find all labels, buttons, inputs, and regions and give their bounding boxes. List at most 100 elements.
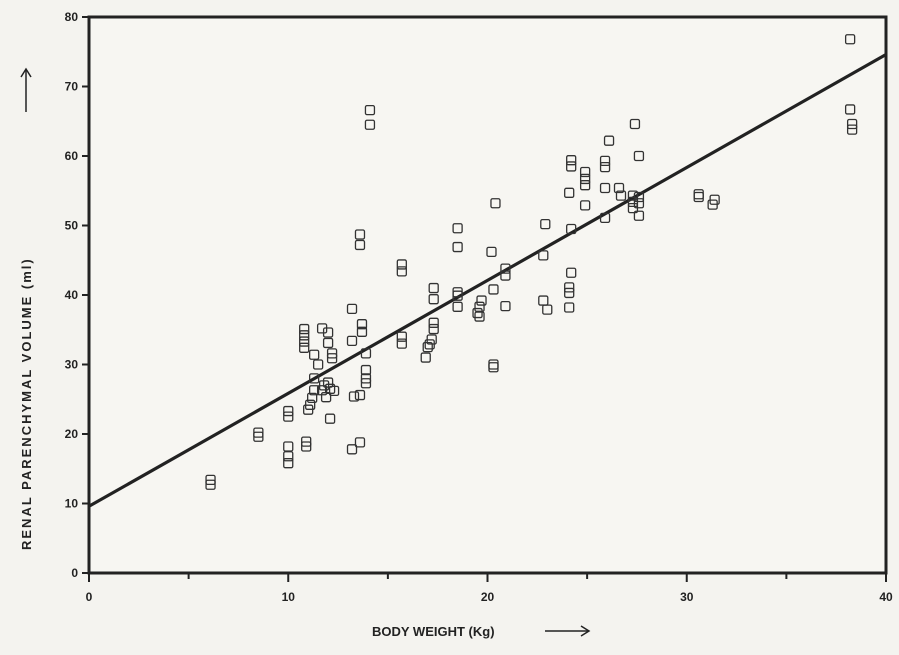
data-point bbox=[283, 451, 294, 462]
data-point bbox=[309, 349, 320, 360]
data-point bbox=[328, 385, 340, 397]
y-tick-label: 50 bbox=[65, 219, 79, 233]
y-axis-label: RENAL PARENCHYMAL VOLUME (ml) bbox=[19, 257, 34, 550]
data-point bbox=[633, 198, 645, 209]
data-point bbox=[579, 173, 591, 185]
data-point bbox=[633, 210, 645, 221]
data-point bbox=[566, 267, 577, 278]
data-point bbox=[299, 342, 310, 353]
data-point bbox=[599, 155, 611, 167]
y-axis-ticks: 0 10 20 30 40 50 60 70 80 bbox=[65, 10, 89, 580]
data-point bbox=[301, 436, 312, 447]
y-tick-label: 20 bbox=[65, 427, 79, 441]
data-point bbox=[500, 300, 511, 312]
data-point bbox=[599, 182, 611, 194]
x-tick-label: 20 bbox=[481, 590, 495, 604]
data-points bbox=[205, 34, 858, 490]
x-axis-label: BODY WEIGHT (Kg) bbox=[372, 624, 495, 639]
data-point bbox=[613, 182, 625, 194]
data-point bbox=[283, 411, 294, 422]
data-point bbox=[360, 373, 372, 384]
data-point bbox=[354, 229, 366, 240]
y-tick-label: 0 bbox=[71, 566, 78, 580]
data-point bbox=[253, 427, 264, 438]
y-tick-label: 70 bbox=[65, 80, 79, 94]
y-tick-label: 60 bbox=[65, 149, 79, 163]
x-axis-ticks: 0 10 20 30 40 bbox=[86, 573, 893, 604]
data-point bbox=[452, 223, 463, 234]
data-point bbox=[542, 304, 553, 315]
data-point bbox=[324, 413, 336, 424]
data-point bbox=[299, 330, 310, 341]
data-point bbox=[396, 331, 407, 342]
data-point bbox=[486, 246, 497, 258]
data-point bbox=[566, 223, 577, 235]
y-tick-label: 80 bbox=[65, 10, 79, 24]
data-point bbox=[307, 392, 318, 404]
data-point bbox=[846, 124, 858, 135]
data-point bbox=[360, 348, 372, 359]
data-point bbox=[301, 441, 312, 452]
y-tick-label: 40 bbox=[65, 288, 79, 302]
data-point bbox=[396, 266, 407, 277]
data-point bbox=[488, 284, 499, 295]
data-point bbox=[566, 155, 577, 166]
data-point bbox=[205, 479, 216, 490]
data-point bbox=[538, 250, 549, 261]
x-tick-label: 0 bbox=[86, 590, 93, 604]
data-point bbox=[693, 189, 704, 200]
x-tick-label: 40 bbox=[879, 590, 893, 604]
data-point bbox=[566, 161, 577, 172]
data-point bbox=[283, 405, 294, 417]
data-point bbox=[633, 191, 645, 203]
data-point bbox=[348, 391, 360, 402]
data-point bbox=[846, 118, 858, 130]
data-point bbox=[309, 373, 320, 384]
data-point bbox=[428, 317, 439, 328]
data-point bbox=[474, 311, 485, 322]
data-point bbox=[564, 282, 575, 293]
data-point bbox=[709, 194, 720, 205]
data-point bbox=[322, 327, 334, 338]
data-point bbox=[356, 326, 368, 337]
data-point bbox=[205, 474, 216, 486]
data-point bbox=[564, 287, 575, 299]
data-point bbox=[472, 307, 483, 319]
y-tick-label: 30 bbox=[65, 358, 79, 372]
data-point bbox=[396, 259, 407, 270]
data-point bbox=[364, 119, 376, 130]
data-point bbox=[452, 287, 463, 298]
data-point bbox=[476, 295, 487, 306]
data-point bbox=[599, 212, 611, 224]
data-point bbox=[500, 263, 511, 274]
data-point bbox=[356, 319, 368, 330]
data-point bbox=[579, 180, 591, 191]
data-point bbox=[305, 399, 316, 410]
data-point bbox=[312, 359, 324, 370]
data-point bbox=[299, 323, 310, 335]
data-point bbox=[428, 294, 439, 305]
data-point bbox=[500, 270, 511, 281]
y-tick-label: 10 bbox=[65, 497, 79, 511]
data-point bbox=[474, 301, 485, 312]
data-point bbox=[322, 337, 334, 349]
y-axis-arrow-head bbox=[20, 67, 32, 78]
data-point bbox=[579, 166, 591, 178]
data-point bbox=[420, 352, 431, 363]
data-point bbox=[283, 441, 294, 452]
data-point bbox=[490, 198, 501, 209]
data-point bbox=[564, 187, 575, 198]
data-point bbox=[452, 301, 463, 312]
x-tick-label: 30 bbox=[680, 590, 694, 604]
data-point bbox=[346, 303, 358, 315]
data-point bbox=[633, 150, 645, 162]
plot-area bbox=[87, 15, 888, 575]
x-axis-arrow-head bbox=[580, 625, 591, 637]
data-point bbox=[354, 389, 366, 401]
regression-line bbox=[88, 53, 887, 508]
data-point bbox=[322, 377, 334, 388]
data-point bbox=[283, 458, 294, 469]
data-point bbox=[428, 323, 439, 335]
data-point bbox=[309, 385, 320, 396]
